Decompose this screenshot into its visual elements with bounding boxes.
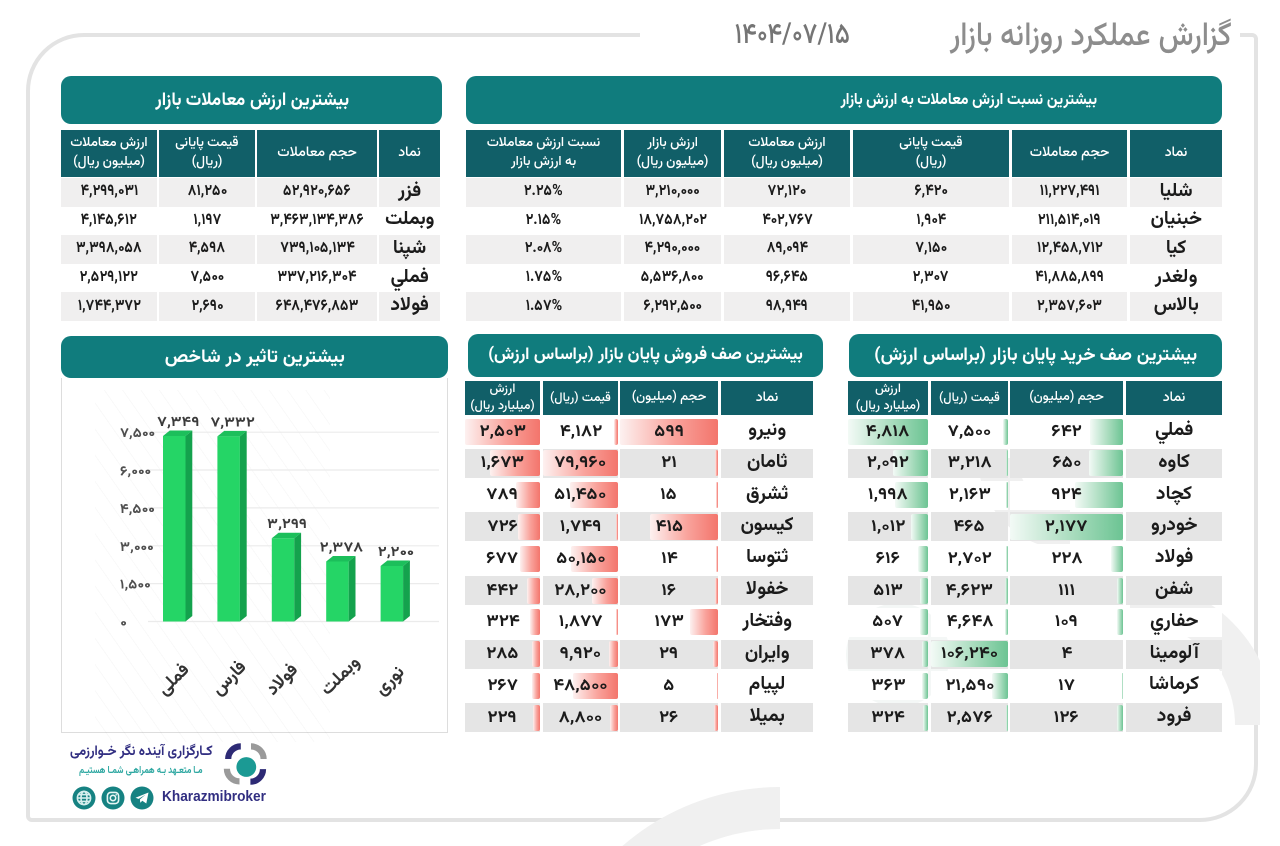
svg-text:۷,۳۳۲: ۷,۳۳۲ [210,413,254,434]
svg-text:۶,۰۰۰: ۶,۰۰۰ [120,461,151,483]
svg-text:۷,۵۰۰: ۷,۵۰۰ [120,423,155,445]
svg-text:۲,۲۰۰: ۲,۲۰۰ [378,543,414,564]
svg-text:۱,۵۰۰: ۱,۵۰۰ [120,574,150,596]
svg-text:وبملت: وبملت [315,650,368,703]
svg-text:نوری: نوری [369,660,412,703]
svg-text:فملی: فملی [152,658,197,703]
svg-text:۴,۵۰۰: ۴,۵۰۰ [120,499,155,521]
svg-text:۳,۲۹۹: ۳,۲۹۹ [267,515,307,536]
svg-text:فارس: فارس [206,655,254,703]
svg-text:فولاد: فولاد [260,658,305,703]
svg-text:۲,۳۷۸: ۲,۳۷۸ [320,539,363,560]
svg-text:۳,۰۰۰: ۳,۰۰۰ [120,537,153,559]
svg-text:۰: ۰ [120,612,127,634]
svg-text:۷,۳۴۹: ۷,۳۴۹ [157,413,199,434]
